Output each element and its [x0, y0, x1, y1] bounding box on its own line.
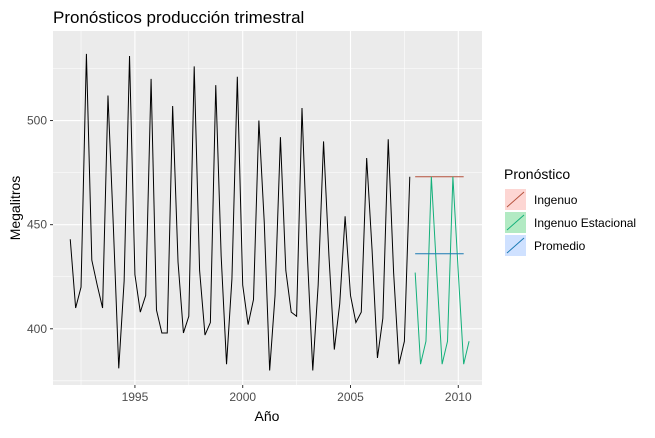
x-tick-label-0: 1995	[122, 390, 149, 404]
grid-lines	[53, 31, 482, 385]
legend-label-ingenuo: Ingenuo	[534, 193, 578, 207]
series-history-line	[69, 53, 411, 371]
y-axis-label: Megalitros	[7, 176, 23, 241]
legend-title: Pronóstico	[504, 166, 570, 182]
x-axis-label: Año	[255, 408, 280, 424]
legend-swatch-line-promedio	[506, 237, 525, 254]
series-line-ingenuo-estacional	[414, 176, 470, 365]
legend-swatch-line-ingenuo-estacional	[506, 214, 525, 231]
y-tick-label-1: 450	[27, 218, 47, 232]
plot-panel	[53, 31, 482, 385]
legend-items: Ingenuo Ingenuo Estacional Promedio	[505, 189, 636, 256]
axes: 400 450 500 1995 2000 2005 2010	[27, 114, 472, 404]
x-tick-label-1: 2000	[229, 390, 256, 404]
x-tick-label-3: 2010	[445, 390, 472, 404]
legend-label-promedio: Promedio	[534, 239, 586, 253]
legend-label-ingenuo-estacional: Ingenuo Estacional	[534, 216, 636, 230]
data-lines	[69, 53, 470, 371]
legend: Pronóstico Ingenuo Ingenuo Estacional Prom…	[504, 166, 636, 256]
y-tick-label-2: 500	[27, 114, 47, 128]
chart-title: Pronósticos producción trimestral	[53, 8, 304, 27]
y-tick-label-0: 400	[27, 322, 47, 336]
x-tick-label-2: 2005	[337, 390, 364, 404]
legend-swatch-line-ingenuo	[506, 191, 525, 208]
